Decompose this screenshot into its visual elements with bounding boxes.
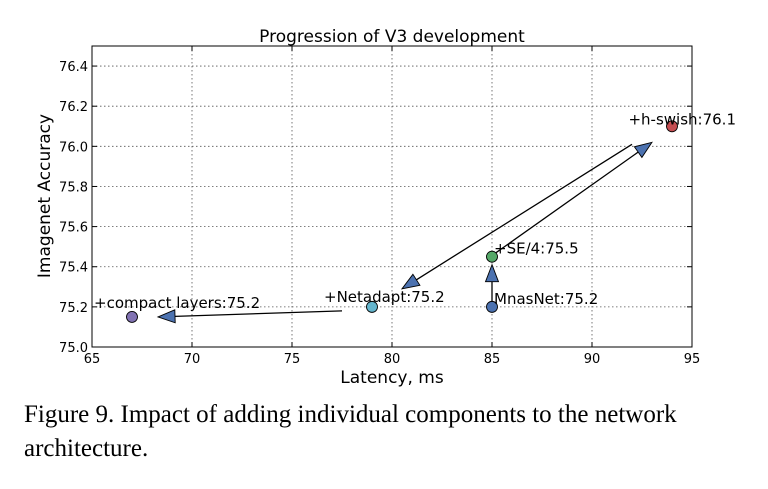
y-tick-label: 76.4 (59, 60, 88, 75)
plot-frame (91, 45, 693, 348)
data-point (126, 310, 138, 323)
x-tick-label: 85 (484, 352, 501, 367)
point-label: +compact layers:75.2 (94, 294, 260, 312)
point-label: +h-swish:76.1 (628, 110, 736, 128)
arrow-shaft (416, 143, 633, 281)
y-tick-label: 75.8 (59, 180, 88, 195)
arrow-head (633, 141, 654, 159)
x-tick-label: 65 (84, 352, 101, 367)
data-point (486, 250, 498, 263)
arrow-head (156, 309, 176, 324)
y-tick-label: 75.0 (59, 341, 88, 356)
data-points (126, 120, 678, 323)
x-tick-label: 80 (384, 352, 401, 367)
y-tick-label: 76.0 (59, 140, 88, 155)
x-tick-label: 70 (184, 352, 201, 367)
data-point (366, 300, 378, 313)
arrow-head (484, 263, 500, 283)
y-tick-label: 75.2 (59, 301, 88, 316)
data-point (666, 120, 678, 133)
y-tick-label: 75.4 (59, 261, 88, 276)
figure-caption: Figure 9. Impact of adding individual co… (24, 401, 677, 462)
x-axis-label: Latency, ms (340, 368, 444, 388)
x-tick-label: 75 (284, 352, 301, 367)
y-tick-label: 75.6 (59, 221, 88, 236)
x-tick-label: 95 (684, 352, 701, 367)
y-axis-label: Imagenet Accuracy (35, 114, 55, 278)
arrow-shaft (495, 151, 639, 254)
axis-ticks: 65 70 75 80 85 90 95 75.0 75.2 75.4 75.6 75.8 76.0 76… (59, 46, 700, 367)
point-label: +Netadapt:75.2 (324, 288, 445, 306)
arrow-head (400, 273, 421, 290)
chart-title: Progression of V3 development (259, 27, 525, 47)
point-labels: MnasNet:75.2 +SE/4:75.5 +h-swish:76.1 +Neta… (94, 110, 736, 312)
y-tick-label: 76.2 (59, 100, 88, 115)
data-point (486, 300, 498, 313)
arrow-shaft (174, 310, 343, 317)
point-label: +SE/4:75.5 (494, 240, 579, 258)
x-tick-label: 90 (584, 352, 601, 367)
grid-lines (91, 46, 693, 348)
point-label: MnasNet:75.2 (494, 290, 598, 308)
scatter-chart: Progression of V3 development 65 70 75 80 85… (35, 27, 736, 388)
arrows (156, 141, 654, 324)
